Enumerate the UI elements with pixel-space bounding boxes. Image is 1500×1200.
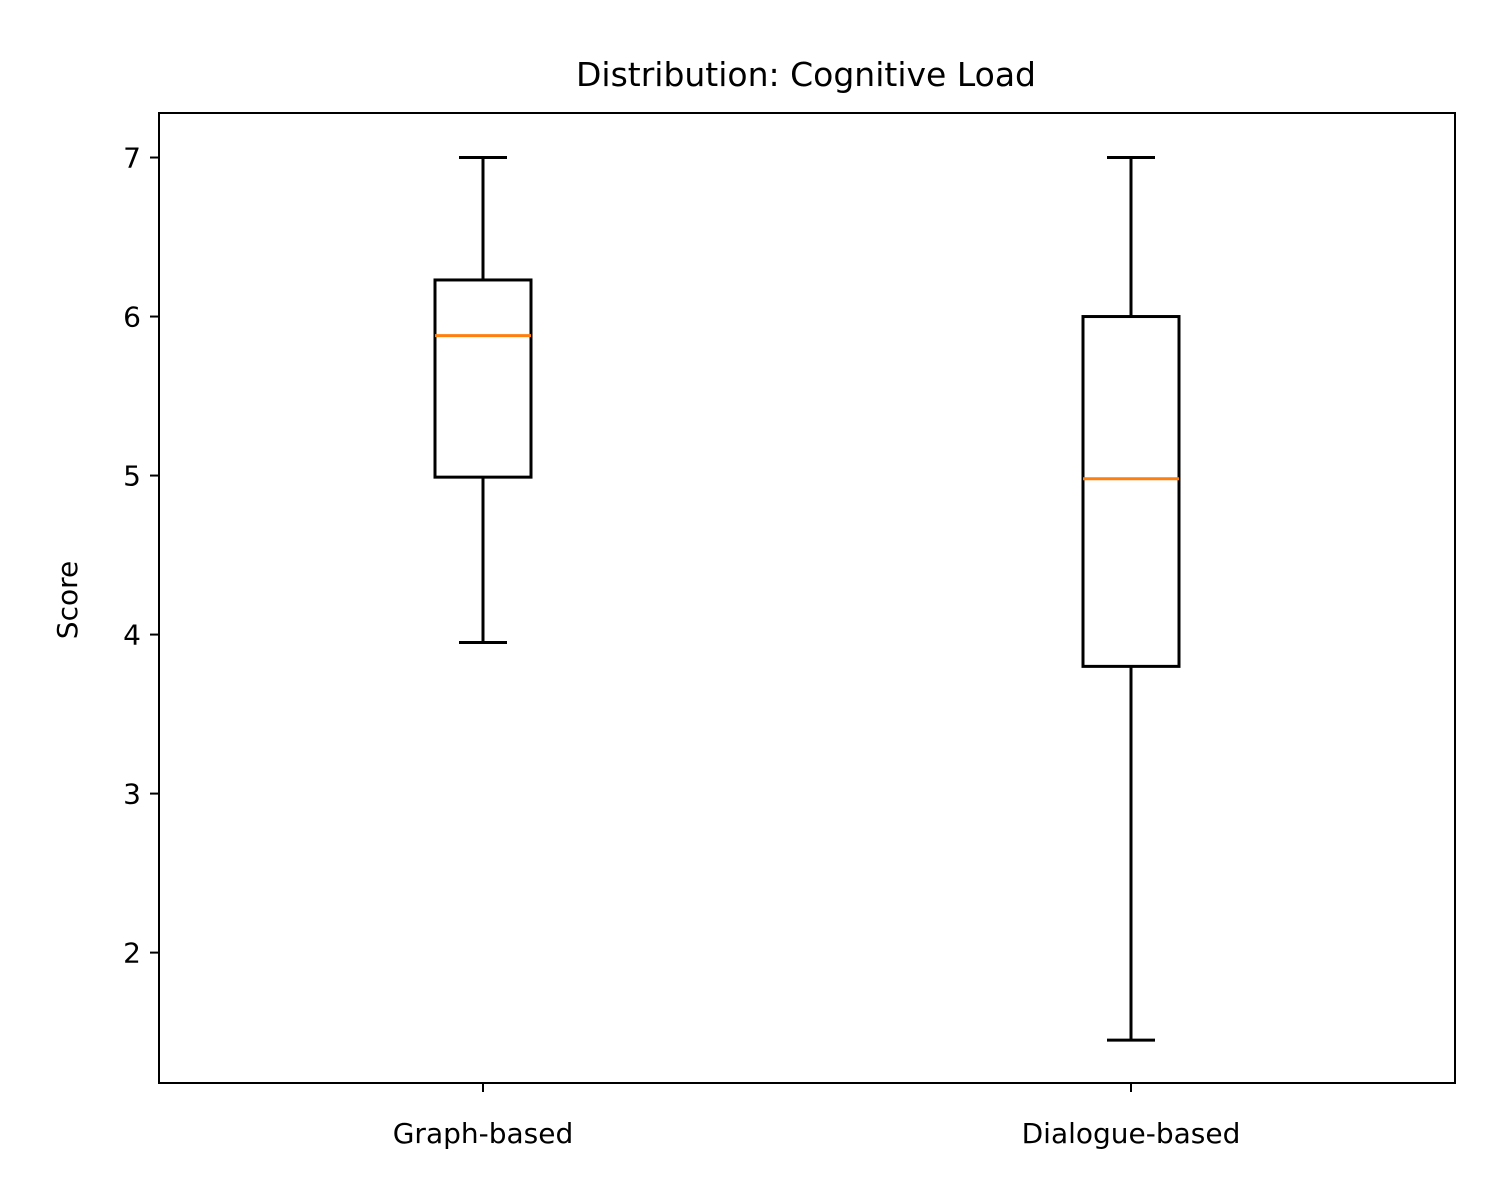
y-tick-label: 3 bbox=[123, 778, 141, 811]
chart-title: Distribution: Cognitive Load bbox=[576, 55, 1036, 94]
y-tick-label: 5 bbox=[123, 460, 141, 493]
iqr-box bbox=[433, 278, 533, 479]
y-axis-label: Score bbox=[51, 561, 84, 639]
x-tick-label: Graph-based bbox=[393, 1117, 574, 1150]
x-tick-label: Dialogue-based bbox=[1022, 1117, 1241, 1150]
y-tick-label: 6 bbox=[123, 301, 141, 334]
axes-frame bbox=[158, 112, 1456, 1084]
plot-area: 2 3 4 5 6 7 Graph-based Dialogue-based bbox=[123, 112, 1456, 1150]
y-tick-label: 2 bbox=[123, 937, 141, 970]
y-tick-label: 4 bbox=[123, 619, 141, 652]
y-tick-label: 7 bbox=[123, 142, 141, 175]
iqr-box bbox=[1081, 315, 1181, 668]
